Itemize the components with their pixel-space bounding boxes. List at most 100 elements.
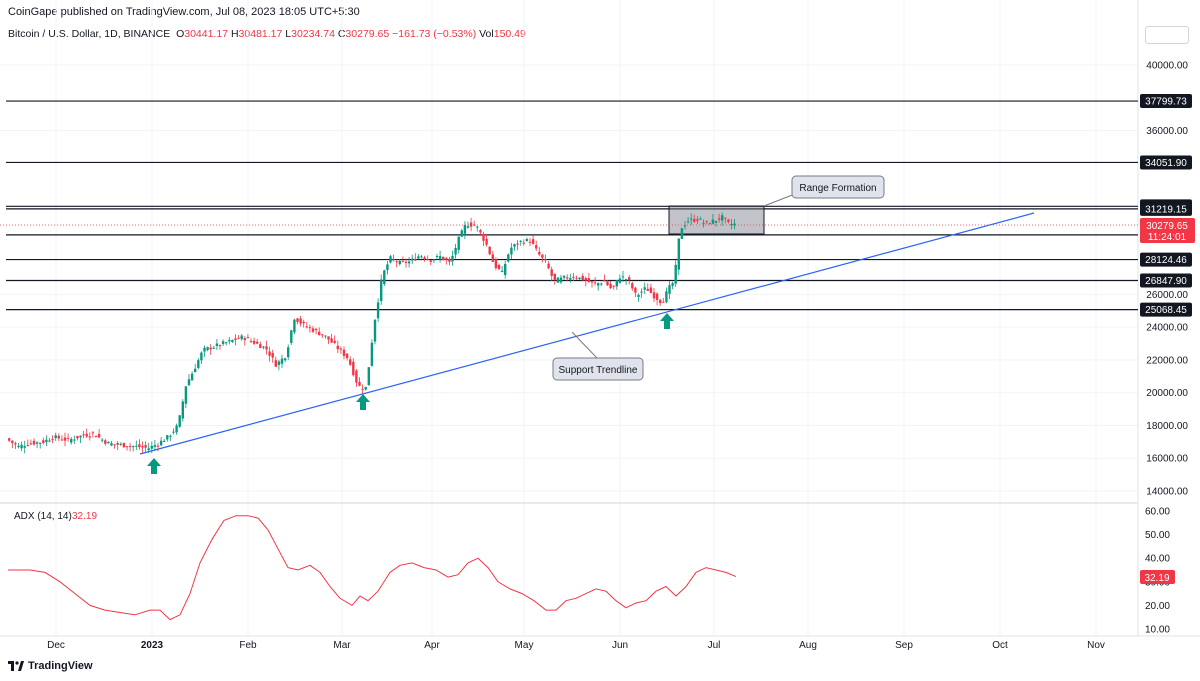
candle-body	[373, 319, 377, 342]
candle-body	[132, 446, 135, 448]
candle-body	[42, 440, 45, 444]
candle-body	[218, 345, 222, 347]
candle-body	[355, 370, 358, 383]
up-arrow-icon[interactable]	[147, 458, 161, 474]
chart-grid	[0, 0, 1138, 636]
range-formation-box[interactable]	[668, 205, 765, 235]
candle-body	[339, 348, 343, 350]
up-arrow-icon[interactable]	[356, 394, 370, 410]
candle-body	[699, 218, 702, 220]
candle-body	[187, 379, 191, 386]
candle-body	[280, 358, 284, 364]
adx-value-box: 32.19	[1140, 570, 1175, 584]
candle-body	[243, 338, 246, 341]
range-formation-label: Range Formation	[799, 183, 876, 194]
candle-body	[469, 222, 473, 227]
candle-body	[649, 287, 653, 293]
candle-body	[417, 256, 420, 259]
candle-body	[283, 358, 287, 361]
candle-body	[606, 281, 609, 286]
tradingview-brand: TradingView	[28, 660, 93, 672]
candle-body	[597, 283, 600, 286]
candle-body	[203, 347, 206, 352]
candle-body	[451, 256, 454, 262]
candle-body	[305, 326, 308, 328]
high-value: 30481.17	[238, 28, 283, 40]
candle-body	[234, 338, 237, 341]
up-arrow-icon[interactable]	[660, 313, 674, 329]
candle-body	[652, 292, 656, 299]
candle-body	[525, 239, 529, 242]
price-tick-label: 22000.00	[1146, 355, 1188, 366]
candle-body	[528, 241, 532, 243]
candle-body	[361, 388, 364, 390]
candle-body	[51, 439, 54, 441]
candle-body	[671, 283, 674, 286]
candle-body	[463, 224, 467, 234]
candle-body	[66, 437, 70, 439]
arrow-markers[interactable]	[147, 313, 674, 474]
time-axis-label: Feb	[239, 640, 257, 651]
candle-body	[358, 381, 361, 386]
support-trendline[interactable]	[139, 212, 1035, 455]
candle-body	[122, 442, 126, 448]
candle-body	[367, 367, 370, 386]
candle-body	[113, 444, 116, 446]
candle-body	[70, 438, 73, 443]
candle-body	[519, 240, 522, 242]
candle-body	[333, 340, 336, 343]
candle-body	[438, 256, 442, 260]
candle-body	[575, 277, 578, 279]
candle-body	[550, 269, 553, 276]
time-axis-labels: Dec 2023 Feb Mar Apr May Jun Jul Aug Sep Oct Nov	[47, 640, 1105, 651]
close-value: 30279.65	[345, 28, 390, 40]
time-axis-label: 2023	[141, 640, 164, 651]
candle-body	[178, 415, 181, 427]
candle-body	[237, 337, 240, 339]
candle-body	[20, 444, 23, 449]
candle-body	[135, 445, 138, 447]
candle-body	[128, 446, 132, 448]
candle-body	[116, 443, 119, 445]
candle-body	[209, 347, 212, 350]
candle-body	[513, 244, 516, 247]
candle-body	[655, 293, 659, 301]
tradingview-logo[interactable]: TradingView	[8, 660, 93, 672]
candle-body	[29, 443, 33, 445]
time-axis-label: Sep	[895, 640, 913, 651]
candle-body	[488, 246, 491, 255]
low-value: 30234.74	[291, 28, 335, 40]
horizontal-levels[interactable]	[6, 100, 1138, 311]
level-price-label: 28124.46	[1145, 255, 1187, 266]
candle-body	[584, 278, 587, 281]
candle-body	[562, 275, 566, 278]
symbol-name[interactable]: Bitcoin / U.S. Dollar, 1D, BINANCE	[8, 28, 171, 40]
price-tick-label: 24000.00	[1146, 323, 1188, 334]
candle-body	[159, 440, 163, 446]
time-axis-label: Aug	[799, 640, 817, 651]
time-axis-label: May	[515, 640, 534, 651]
candle-body	[566, 277, 569, 279]
candle-body	[414, 258, 417, 261]
candle-body	[225, 342, 228, 344]
candle-body	[256, 341, 259, 344]
candle-body	[268, 351, 271, 356]
candle-body	[364, 386, 367, 390]
price-tick-label: 40000.00	[1146, 61, 1188, 72]
candle-body	[662, 301, 665, 303]
candle-body	[500, 270, 504, 272]
high-label: H	[230, 28, 239, 40]
price-tick-label: 16000.00	[1146, 454, 1188, 465]
candle-body	[677, 238, 680, 270]
chart-settings-button[interactable]	[1145, 26, 1189, 44]
open-label: O	[176, 28, 185, 40]
candle-body	[190, 373, 194, 381]
candle-body	[308, 327, 312, 329]
level-price-box	[1140, 94, 1192, 109]
support-trendline-callout[interactable]: Support Trendline	[552, 331, 644, 381]
price-axis-ticks: 40000.00 36000.00 26000.00 24000.00 22000.00…	[1146, 61, 1188, 498]
level-price-box	[1140, 155, 1192, 170]
range-formation-callout[interactable]: Range Formation	[763, 175, 885, 207]
candle-body	[479, 230, 482, 233]
